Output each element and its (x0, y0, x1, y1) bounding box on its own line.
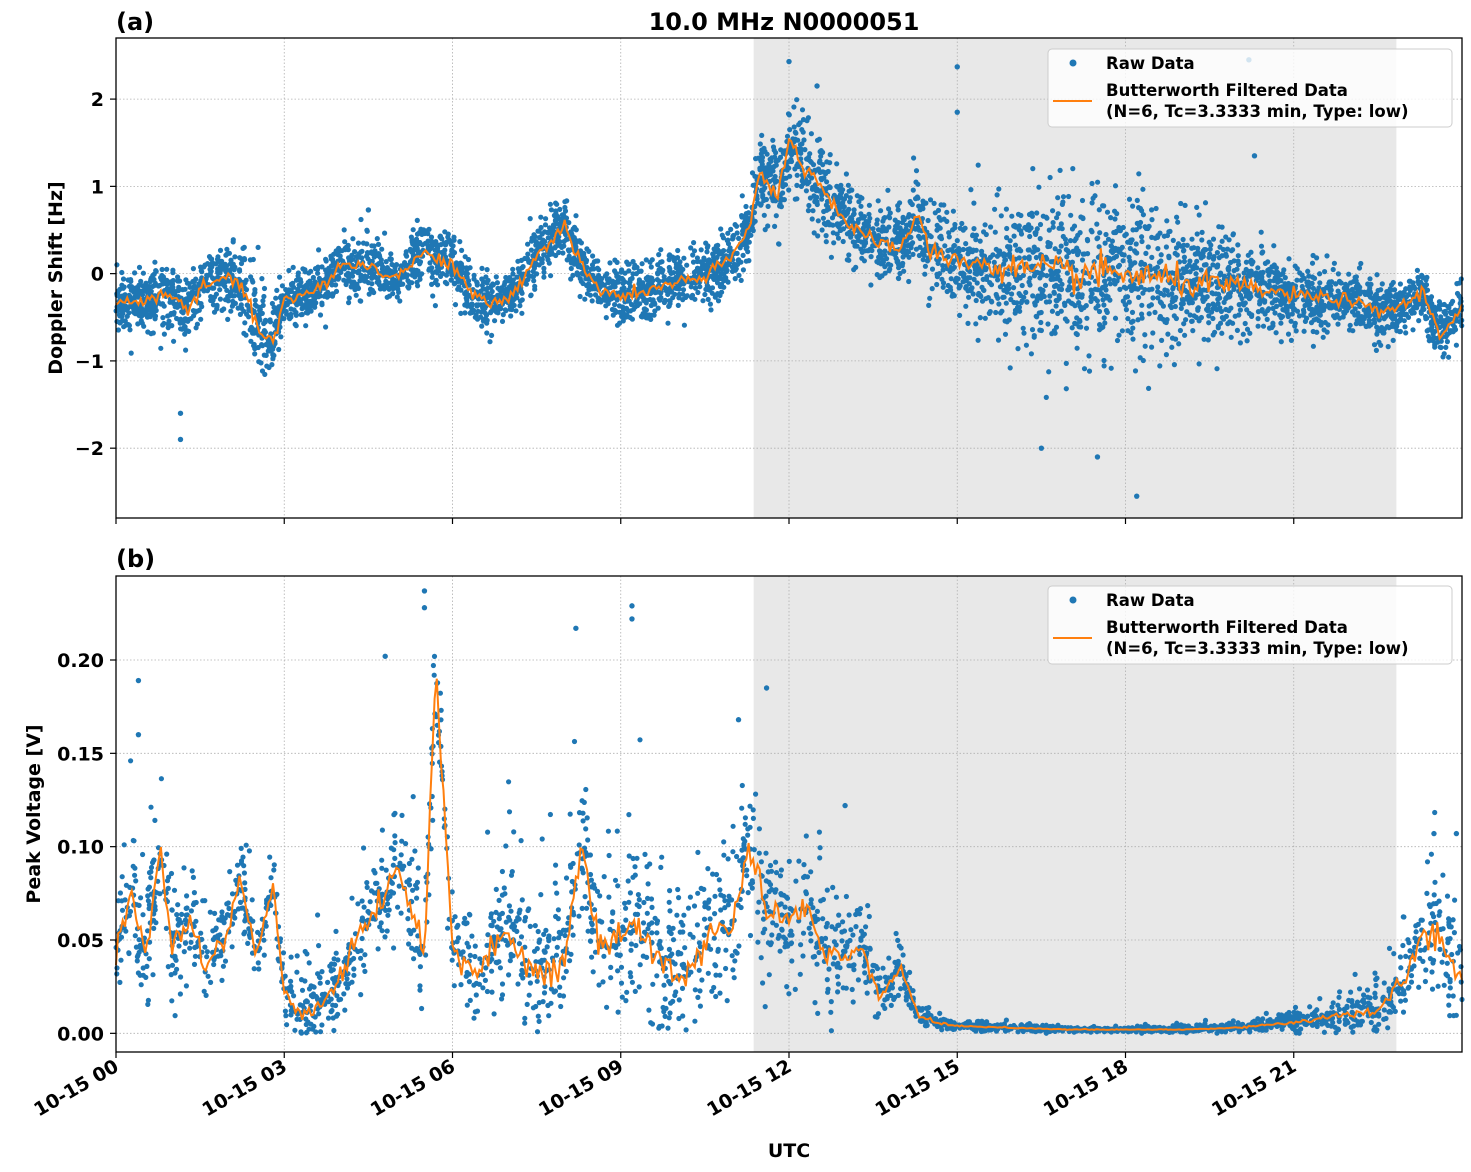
raw-data-point (421, 605, 428, 611)
legend-raw-marker-a (1069, 59, 1077, 67)
y-tick-label: 0 (91, 264, 104, 286)
raw-data-point (177, 410, 184, 416)
y-axis-label-a: Doppler Shift [Hz] (45, 181, 67, 374)
y-tick-label: −2 (75, 438, 104, 460)
raw-data-point (365, 207, 372, 213)
raw-data-point (954, 64, 960, 70)
raw-data-point (1134, 493, 1140, 499)
legend-raw-marker-b (1069, 596, 1077, 604)
legend-filtered-label-a: Butterworth Filtered Data (1106, 81, 1348, 100)
raw-data-scatter-b (113, 588, 1465, 1036)
raw-data-point (421, 588, 428, 594)
x-tick-label: 10-15 21 (1208, 1055, 1300, 1121)
panel-b: 0.000.050.100.150.20 10-15 00 10-15 03 10-… (23, 545, 1465, 1162)
raw-data-point (382, 653, 388, 659)
x-tick-label: 10-15 09 (535, 1055, 627, 1121)
x-tick-label: 10-15 00 (30, 1055, 122, 1121)
raw-data-point (1431, 830, 1437, 837)
raw-data-point (763, 685, 770, 691)
legend-filtered-params-b: (N=6, Tc=3.3333 min, Type: low) (1106, 639, 1409, 658)
legend-raw-label-b: Raw Data (1106, 591, 1195, 610)
raw-data-point (954, 109, 960, 115)
raw-data-point (1453, 830, 1460, 837)
y-axis-label-b: Peak Voltage [V] (23, 724, 45, 903)
legend-filtered-params-a: (N=6, Tc=3.3333 min, Type: low) (1106, 102, 1409, 121)
y-tick-label: 0.05 (57, 930, 104, 952)
panel-label-b: (b) (116, 545, 155, 573)
chart-title: 10.0 MHz N0000051 (649, 8, 920, 36)
raw-data-point (135, 731, 142, 738)
panel-label-a: (a) (116, 8, 154, 36)
filtered-line-a (115, 137, 1463, 347)
raw-data-scatter-a (113, 57, 1465, 499)
x-ticks-a (115, 518, 1295, 524)
y-ticks-b: 0.00 0.05 0.10 0.15 0.20 (57, 650, 116, 1045)
raw-data-point (1094, 454, 1101, 460)
y-tick-label: 1 (91, 176, 104, 198)
x-tick-label: 10-15 18 (1040, 1055, 1132, 1121)
panel-a: −2 −1 0 1 2 (a) 10.0 MHz N0000051 Doppler Sh… (45, 8, 1465, 524)
raw-data-point (177, 436, 184, 443)
raw-data-point (1251, 153, 1258, 159)
y-ticks-a: −2 −1 0 1 2 (75, 89, 116, 460)
raw-data-point (786, 58, 792, 65)
y-tick-label: 0.10 (57, 837, 104, 859)
x-ticks-b: 10-15 00 10-15 03 10-15 06 10-15 09 10-15 12… (30, 1052, 1300, 1121)
filtered-line-b (115, 678, 1463, 1032)
raw-data-point (629, 603, 635, 609)
legend-filtered-label-b: Butterworth Filtered Data (1106, 618, 1348, 637)
legend-a: Raw Data Butterworth Filtered Data (N=6,… (1047, 48, 1453, 128)
raw-data-point (814, 83, 820, 89)
raw-data-point (573, 625, 579, 631)
raw-data-point (629, 616, 635, 622)
y-tick-label: −1 (75, 351, 104, 373)
legend-raw-label-a: Raw Data (1106, 54, 1195, 73)
raw-data-point (842, 802, 848, 809)
x-tick-label: 10-15 06 (367, 1055, 459, 1121)
raw-data-point (1038, 445, 1045, 451)
y-tick-label: 0.15 (57, 743, 104, 765)
y-tick-label: 2 (91, 89, 104, 111)
raw-data-point (135, 677, 142, 684)
y-tick-label: 0.20 (57, 650, 104, 672)
y-tick-label: 0.00 (57, 1023, 104, 1045)
x-tick-label: 10-15 15 (871, 1055, 963, 1121)
raw-data-point (735, 717, 742, 723)
x-tick-label: 10-15 03 (198, 1055, 290, 1121)
legend-b: Raw Data Butterworth Filtered Data (N=6,… (1047, 585, 1453, 665)
x-axis-label: UTC (768, 1140, 810, 1162)
x-tick-label: 10-15 12 (703, 1055, 795, 1121)
raw-data-points (113, 97, 1465, 401)
